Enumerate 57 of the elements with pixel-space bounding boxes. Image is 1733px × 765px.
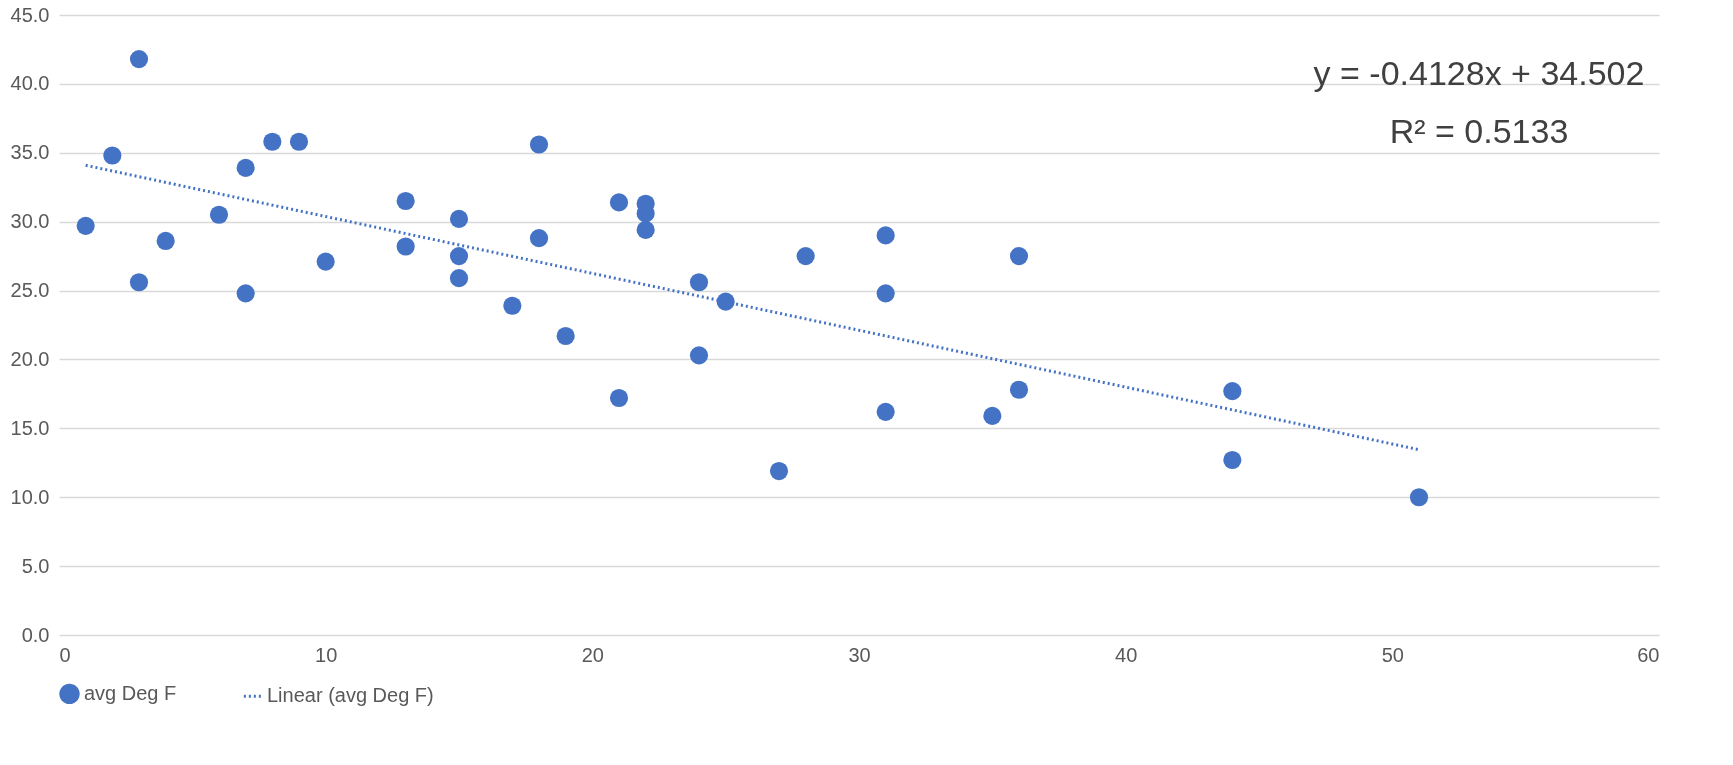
y-tick-label: 25.0 (10, 279, 50, 302)
point (396, 191, 415, 211)
point (236, 158, 255, 177)
x-tick-label: 50 (1381, 643, 1404, 666)
x-tick-label: 30 (848, 643, 871, 666)
point (689, 273, 709, 292)
point (449, 247, 469, 266)
point (529, 229, 549, 248)
point (1009, 247, 1029, 266)
y-tick-label: 40.0 (10, 72, 50, 95)
legend-label: avg Deg F (84, 681, 177, 704)
y-tick-label: 10.0 (10, 485, 50, 508)
point (1223, 382, 1242, 401)
x-tick-label: 60 (1637, 643, 1660, 666)
point (876, 226, 895, 245)
y-tick-label: 0.0 (21, 623, 50, 646)
y-tick-label: 15.0 (10, 416, 50, 439)
point (796, 247, 815, 266)
point (876, 402, 895, 421)
point (609, 193, 629, 212)
point (876, 284, 895, 303)
point (503, 296, 522, 315)
point (1009, 380, 1029, 399)
point (689, 346, 709, 365)
x-tick-label: 10 (315, 643, 338, 666)
point (129, 50, 149, 69)
y-tick-label: 20.0 (10, 347, 50, 370)
point (556, 326, 575, 346)
x-tick-label: 40 (1115, 643, 1138, 666)
x-tick-label: 20 (581, 643, 604, 666)
y-tick-label: 45.0 (10, 3, 50, 26)
point (1223, 450, 1242, 470)
point (263, 132, 282, 151)
point (129, 273, 149, 292)
point (76, 216, 95, 235)
y-tick-label: 35.0 (10, 141, 50, 164)
point (236, 284, 255, 303)
point (636, 220, 655, 239)
legend-label: Linear (avg Deg F) (267, 684, 434, 707)
point (156, 231, 175, 251)
point (1409, 488, 1429, 507)
point (209, 205, 229, 224)
annotation: y = -0.4128x + 34.502 (1313, 54, 1645, 92)
point (529, 135, 549, 154)
point (289, 132, 309, 151)
point (449, 209, 469, 228)
point (316, 252, 335, 271)
x-tick-label: 0 (59, 643, 71, 666)
annotation: R² = 0.5133 (1389, 112, 1569, 150)
point (396, 237, 415, 256)
point (769, 461, 789, 481)
point (103, 146, 122, 165)
point (449, 269, 469, 288)
point (983, 406, 1002, 425)
y-tick-label: 5.0 (21, 554, 50, 577)
point (609, 388, 629, 408)
y-tick-label: 30.0 (10, 210, 50, 233)
